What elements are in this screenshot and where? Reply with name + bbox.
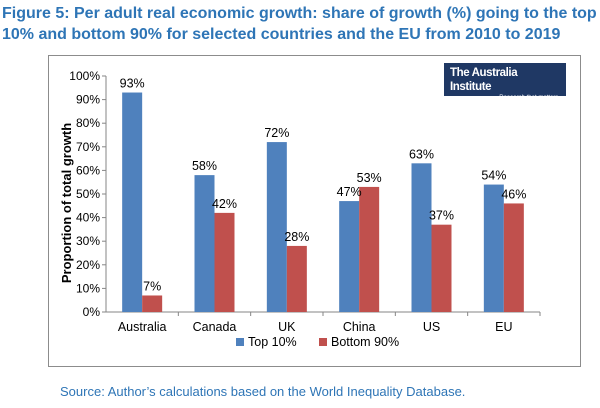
y-tick-label: 0%	[83, 305, 101, 319]
y-tick-label: 30%	[76, 234, 100, 248]
data-label: 72%	[264, 126, 289, 140]
data-label: 47%	[337, 185, 362, 199]
chart-bars	[122, 92, 524, 313]
bar-top10	[194, 175, 215, 312]
y-tick-label: 60%	[76, 163, 100, 177]
y-tick-label: 20%	[76, 258, 100, 272]
x-tick-label: Canada	[193, 320, 237, 334]
bar-bottom90	[286, 245, 307, 312]
chart-data-labels: 93% 58% 72% 47% 63% 54% 7% 42% 28% 53% 37% 46%	[120, 77, 527, 294]
bar-bottom90	[142, 295, 163, 312]
figure-title: Figure 5: Per adult real economic growth…	[2, 5, 597, 43]
chart-legend: Top 10% Bottom 90%	[236, 335, 399, 349]
data-label: 37%	[429, 209, 454, 223]
legend-swatch	[236, 338, 244, 346]
data-label: 46%	[501, 187, 526, 201]
australia-institute-logo: The Australia Institute Research that ma…	[444, 63, 566, 101]
data-label: 63%	[409, 147, 434, 161]
bar-bottom90	[214, 212, 235, 312]
y-tick-label: 40%	[76, 211, 100, 225]
y-tick-label: 100%	[69, 69, 100, 83]
bar-top10	[483, 184, 504, 312]
chart-axes: 0% 10% 20% 30% 40% 50% 60% 70% 80% 90% 100% Austral…	[69, 69, 541, 334]
bar-top10	[122, 92, 143, 313]
data-label: 54%	[481, 169, 506, 183]
legend-label: Bottom 90%	[331, 335, 399, 349]
y-tick-label: 50%	[76, 187, 100, 201]
data-label: 53%	[357, 171, 382, 185]
logo-tagline: Research that matters.	[499, 95, 560, 101]
data-label: 93%	[120, 77, 145, 91]
y-tick-label: 90%	[76, 93, 100, 107]
y-axis-title: Proportion of total growth	[59, 123, 74, 283]
x-tick-label: Australia	[118, 320, 167, 334]
x-tick-label: US	[423, 320, 440, 334]
x-tick-label: China	[343, 320, 376, 334]
logo-name: The Australia Institute	[450, 67, 518, 93]
bar-top10	[411, 163, 432, 312]
y-tick-label: 10%	[76, 281, 100, 295]
data-label: 7%	[143, 279, 161, 293]
y-tick-label: 70%	[76, 140, 100, 154]
source-note: Source: Author’s calculations based on t…	[60, 384, 466, 399]
data-label: 28%	[284, 230, 309, 244]
bar-top10	[266, 142, 287, 312]
x-tick-label: EU	[495, 320, 512, 334]
data-label: 42%	[212, 197, 237, 211]
data-label: 58%	[192, 159, 217, 173]
x-tick-label: UK	[278, 320, 296, 334]
bar-bottom90	[431, 224, 452, 312]
bar-bottom90	[503, 203, 524, 312]
legend-label: Top 10%	[248, 335, 297, 349]
y-tick-label: 80%	[76, 116, 100, 130]
bar-bottom90	[359, 186, 380, 312]
legend-swatch	[319, 338, 327, 346]
bar-top10	[339, 201, 360, 312]
